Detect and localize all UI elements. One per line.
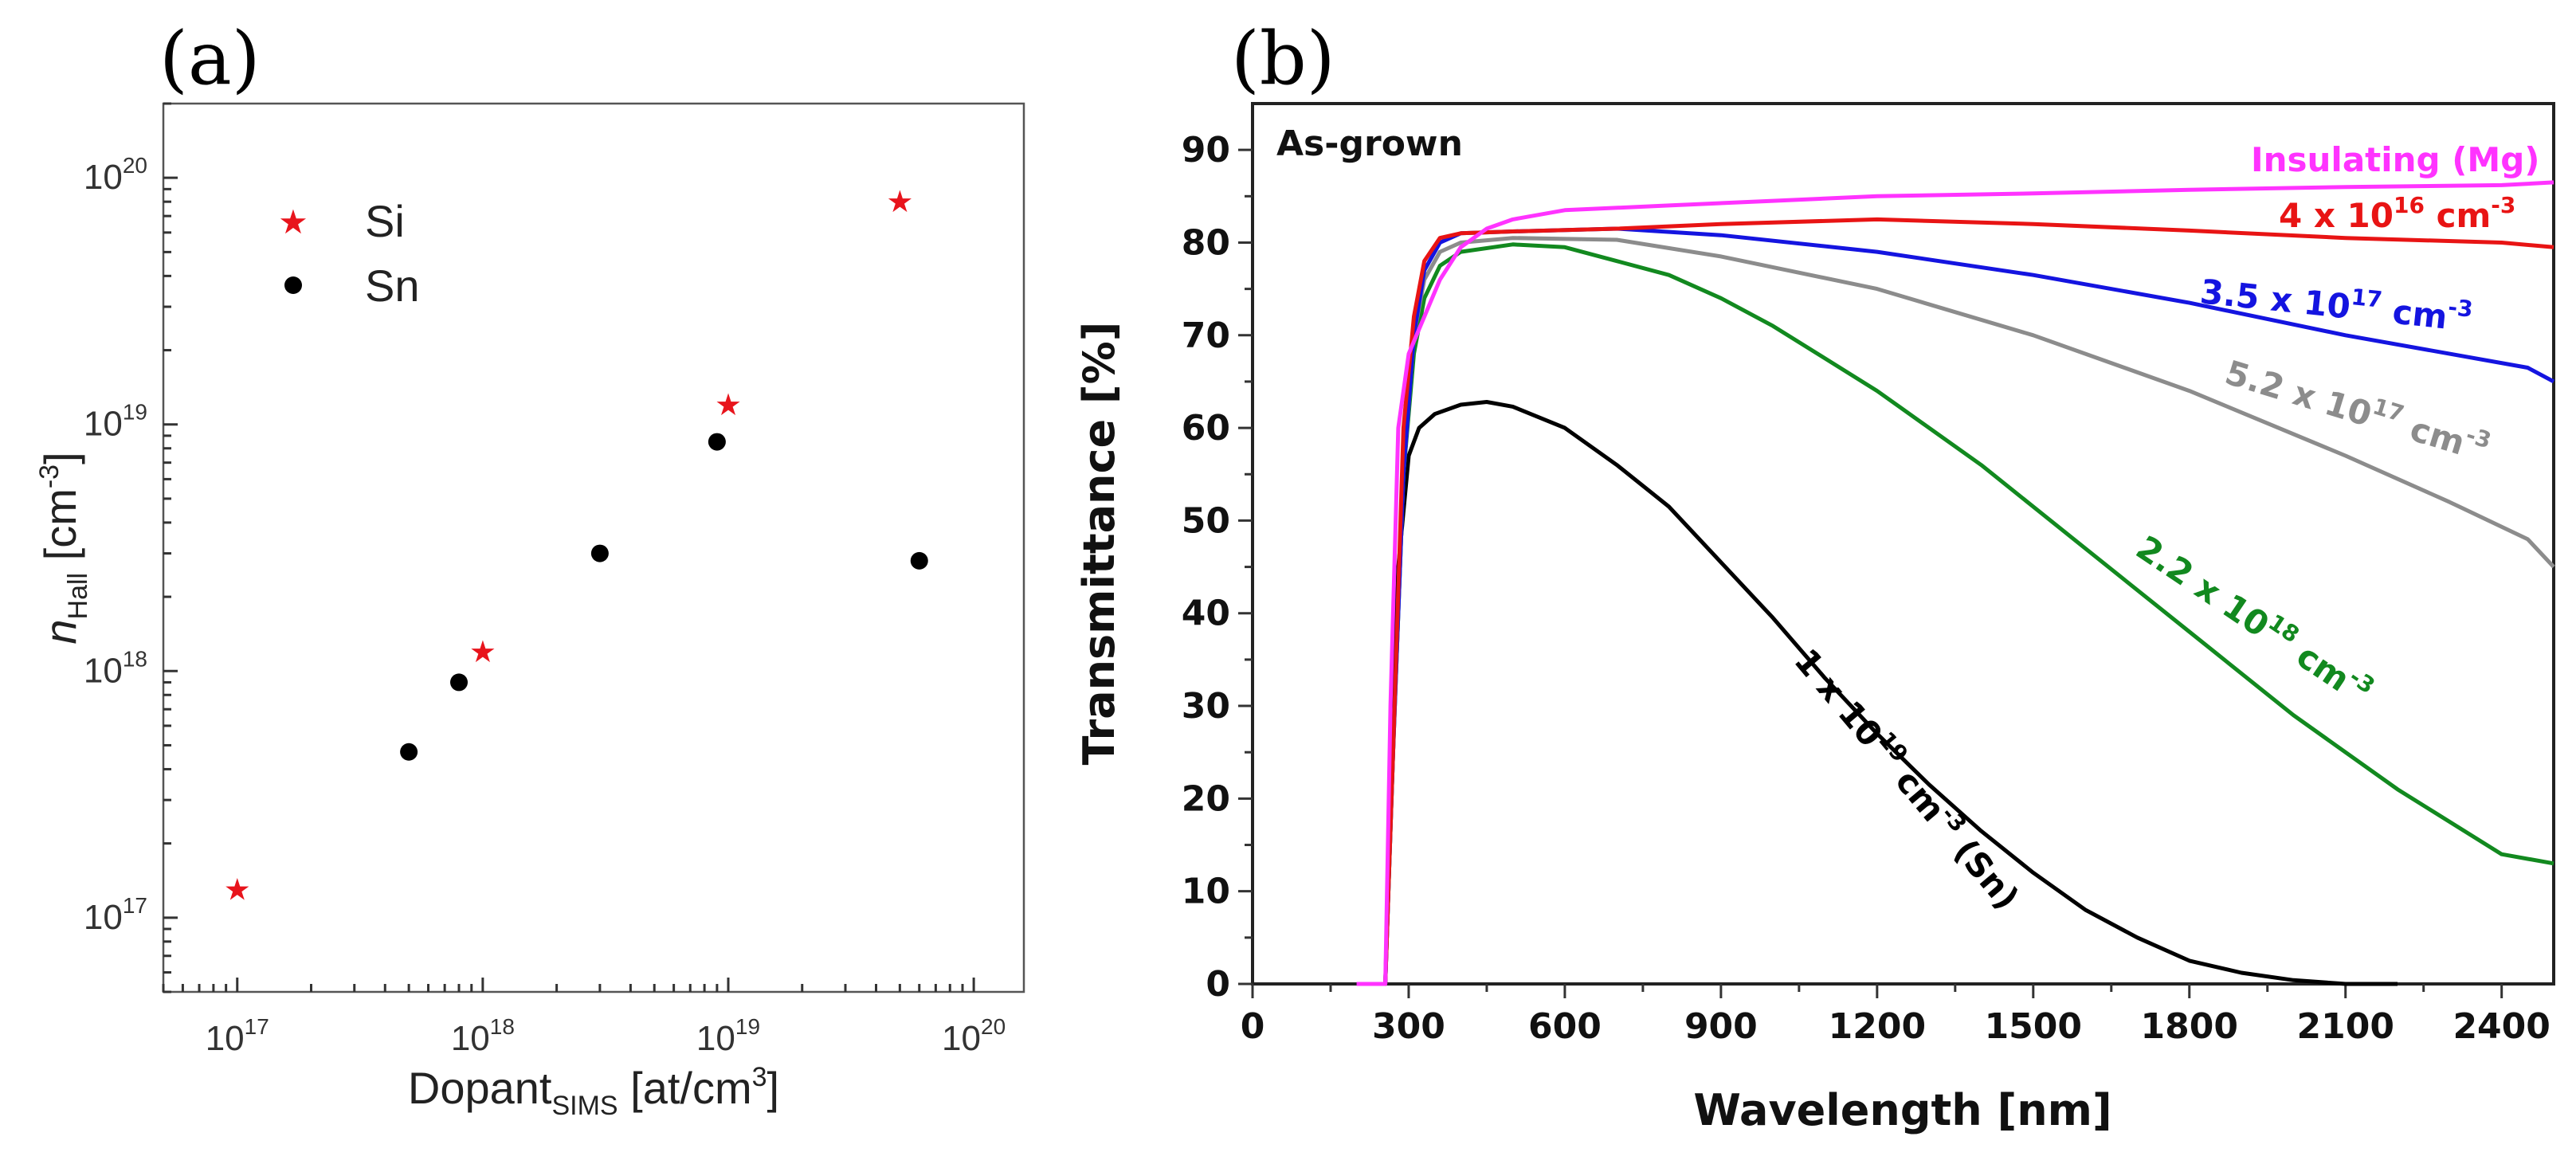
- x-tick-label-b: 2400: [2452, 1006, 2550, 1047]
- tick-labels-b: 0 300 600 900 1200 1500 1800 2100 2400 0 10 20 30 40 5…: [1182, 130, 2551, 1047]
- tick-labels-a: 1017 1018 1019 1020 1017 1018 1019 1020: [84, 153, 1006, 1058]
- axis-ticks-a: [162, 102, 975, 993]
- sn-point: [450, 673, 469, 692]
- y-axis-label-a: nHall [cm-3]: [34, 452, 93, 644]
- x-axis-label-a: DopantSIMS [at/cm3]: [408, 1062, 779, 1121]
- legend-sn-marker: [284, 276, 302, 294]
- series-label-3p5e17: 3.5 x 1017 cm-3: [2198, 268, 2474, 339]
- legend-si-label: Si: [365, 196, 405, 246]
- panel-b-chart: 0 300 600 900 1200 1500 1800 2100 2400 0 10 20 30 40 5…: [1074, 102, 2555, 1135]
- series-line: [1356, 180, 2554, 986]
- y-tick-label-a: 1018: [84, 646, 147, 690]
- y-tick-label-b: 80: [1182, 222, 1230, 263]
- sn-point: [400, 743, 418, 761]
- x-tick-label-b: 1800: [2141, 1006, 2238, 1047]
- y-tick-label-a: 1020: [84, 153, 147, 197]
- series-line: [1372, 217, 2554, 986]
- si-point: ★: [224, 874, 251, 907]
- series-label-4e16: 4 x 1016 cm-3: [2279, 192, 2515, 235]
- y-tick-label-a: 1019: [84, 400, 147, 444]
- si-point: ★: [886, 186, 913, 219]
- x-tick-label-b: 600: [1528, 1006, 1602, 1047]
- sn-point: [910, 551, 928, 570]
- x-tick-label-a: 1020: [942, 1014, 1006, 1058]
- series-lines-b: [1356, 180, 2555, 986]
- x-tick-label-b: 300: [1372, 1006, 1445, 1047]
- panel-label-a: (a): [159, 16, 261, 101]
- plot-frame-a: [162, 102, 1025, 993]
- series-label-5p2e17: 5.2 x 1017 cm-3: [2221, 349, 2494, 470]
- legend-a: ★ Si Sn: [278, 196, 419, 311]
- y-tick-label-b: 20: [1182, 778, 1230, 819]
- si-point: ★: [715, 389, 742, 422]
- legend-sn-label: Sn: [365, 261, 420, 311]
- sn-point: [590, 544, 609, 562]
- legend-si-marker: ★: [278, 203, 308, 241]
- y-tick-label-b: 90: [1182, 130, 1230, 170]
- y-tick-label-b: 60: [1182, 408, 1230, 449]
- x-tick-label-b: 0: [1241, 1006, 1265, 1047]
- si-point: ★: [469, 636, 496, 669]
- x-tick-label-a: 1018: [451, 1014, 515, 1058]
- x-tick-label-a: 1019: [696, 1014, 760, 1058]
- y-tick-label-b: 70: [1182, 315, 1230, 356]
- x-tick-label-a: 1017: [206, 1014, 269, 1058]
- y-tick-label-b: 30: [1182, 686, 1230, 727]
- plot-frame-b: [1251, 102, 2555, 986]
- y-tick-label-b: 10: [1182, 872, 1230, 912]
- x-tick-label-b: 1200: [1829, 1006, 1926, 1047]
- y-axis-label-b: Transmittance [%]: [1074, 322, 1124, 766]
- x-tick-label-b: 2100: [2296, 1006, 2394, 1047]
- panel-a-chart: 1017 1018 1019 1020 1017 1018 1019 1020 ★ ★ ★ ★ ★ …: [34, 102, 1025, 1121]
- x-tick-label-b: 1500: [1985, 1006, 2082, 1047]
- series-line: [1372, 400, 2398, 986]
- sn-point: [708, 433, 726, 451]
- panel-label-b: (b): [1231, 16, 1335, 101]
- chart-title-b: As-grown: [1276, 123, 1463, 164]
- x-tick-label-b: 900: [1684, 1006, 1758, 1047]
- series-label-1e19-sn: 1 x 1019 cm-3 (Sn): [1786, 639, 2029, 917]
- axis-ticks-b: [1238, 148, 2503, 998]
- y-tick-label-a: 1017: [84, 893, 147, 937]
- y-tick-label-b: 50: [1182, 500, 1230, 541]
- x-axis-label-b: Wavelength [nm]: [1693, 1085, 2111, 1135]
- data-points-a: ★ ★ ★ ★: [224, 186, 928, 907]
- y-tick-label-b: 0: [1206, 964, 1230, 1005]
- y-tick-label-b: 40: [1182, 594, 1230, 634]
- series-label-insulating: Insulating (Mg): [2251, 140, 2539, 179]
